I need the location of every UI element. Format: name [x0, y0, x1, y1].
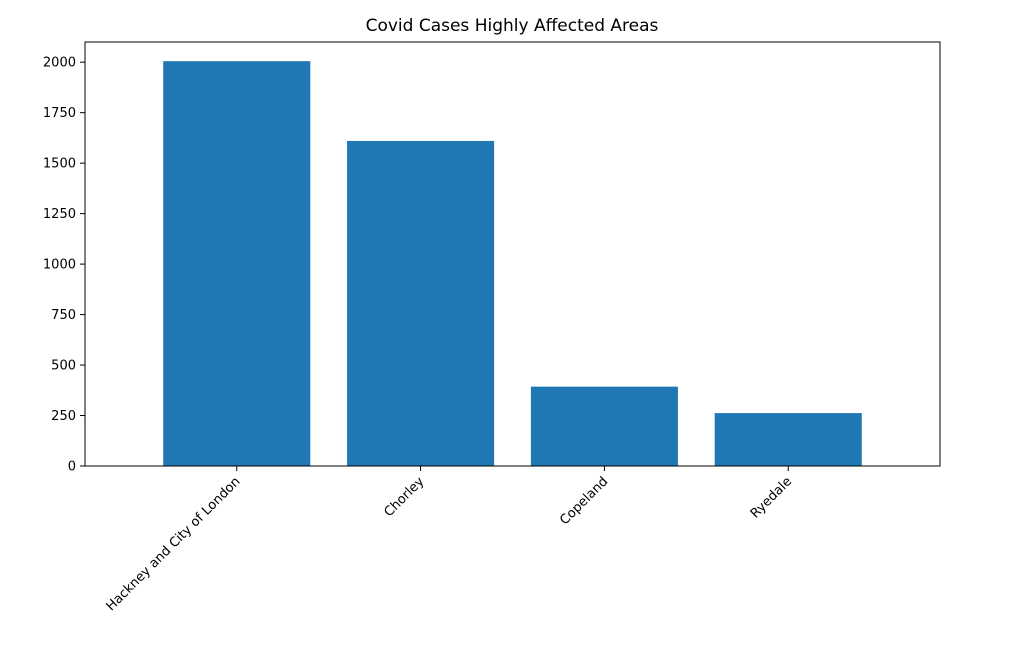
x-tick-label-1: Chorley	[382, 474, 428, 520]
y-tick-label-1: 250	[51, 409, 76, 424]
y-tick-label-2: 500	[51, 359, 76, 374]
y-tick-label-0: 0	[68, 460, 76, 475]
bar-0	[163, 61, 311, 466]
x-axis: Hackney and City of London Chorley Copelan…	[104, 466, 795, 614]
x-tick-label-3: Ryedale	[748, 474, 795, 521]
y-tick-label-5: 1250	[43, 207, 76, 222]
bar-3	[714, 413, 862, 466]
x-tick-label-2: Copeland	[557, 474, 611, 528]
bar-1	[347, 140, 495, 466]
y-tick-label-3: 750	[51, 308, 76, 323]
y-axis: 0 250 500 750 1000 1250 1500 1750 2000	[43, 56, 85, 475]
x-tick-label-0: Hackney and City of London	[104, 474, 244, 614]
y-tick-label-4: 1000	[43, 258, 76, 273]
chart-title: Covid Cases Highly Affected Areas	[366, 16, 659, 36]
plot-frame	[84, 41, 941, 467]
y-tick-label-6: 1500	[43, 157, 76, 172]
bar-2	[530, 386, 678, 466]
y-tick-label-8: 2000	[43, 56, 76, 71]
y-tick-label-7: 1750	[43, 106, 76, 121]
bars-layer	[163, 61, 862, 466]
